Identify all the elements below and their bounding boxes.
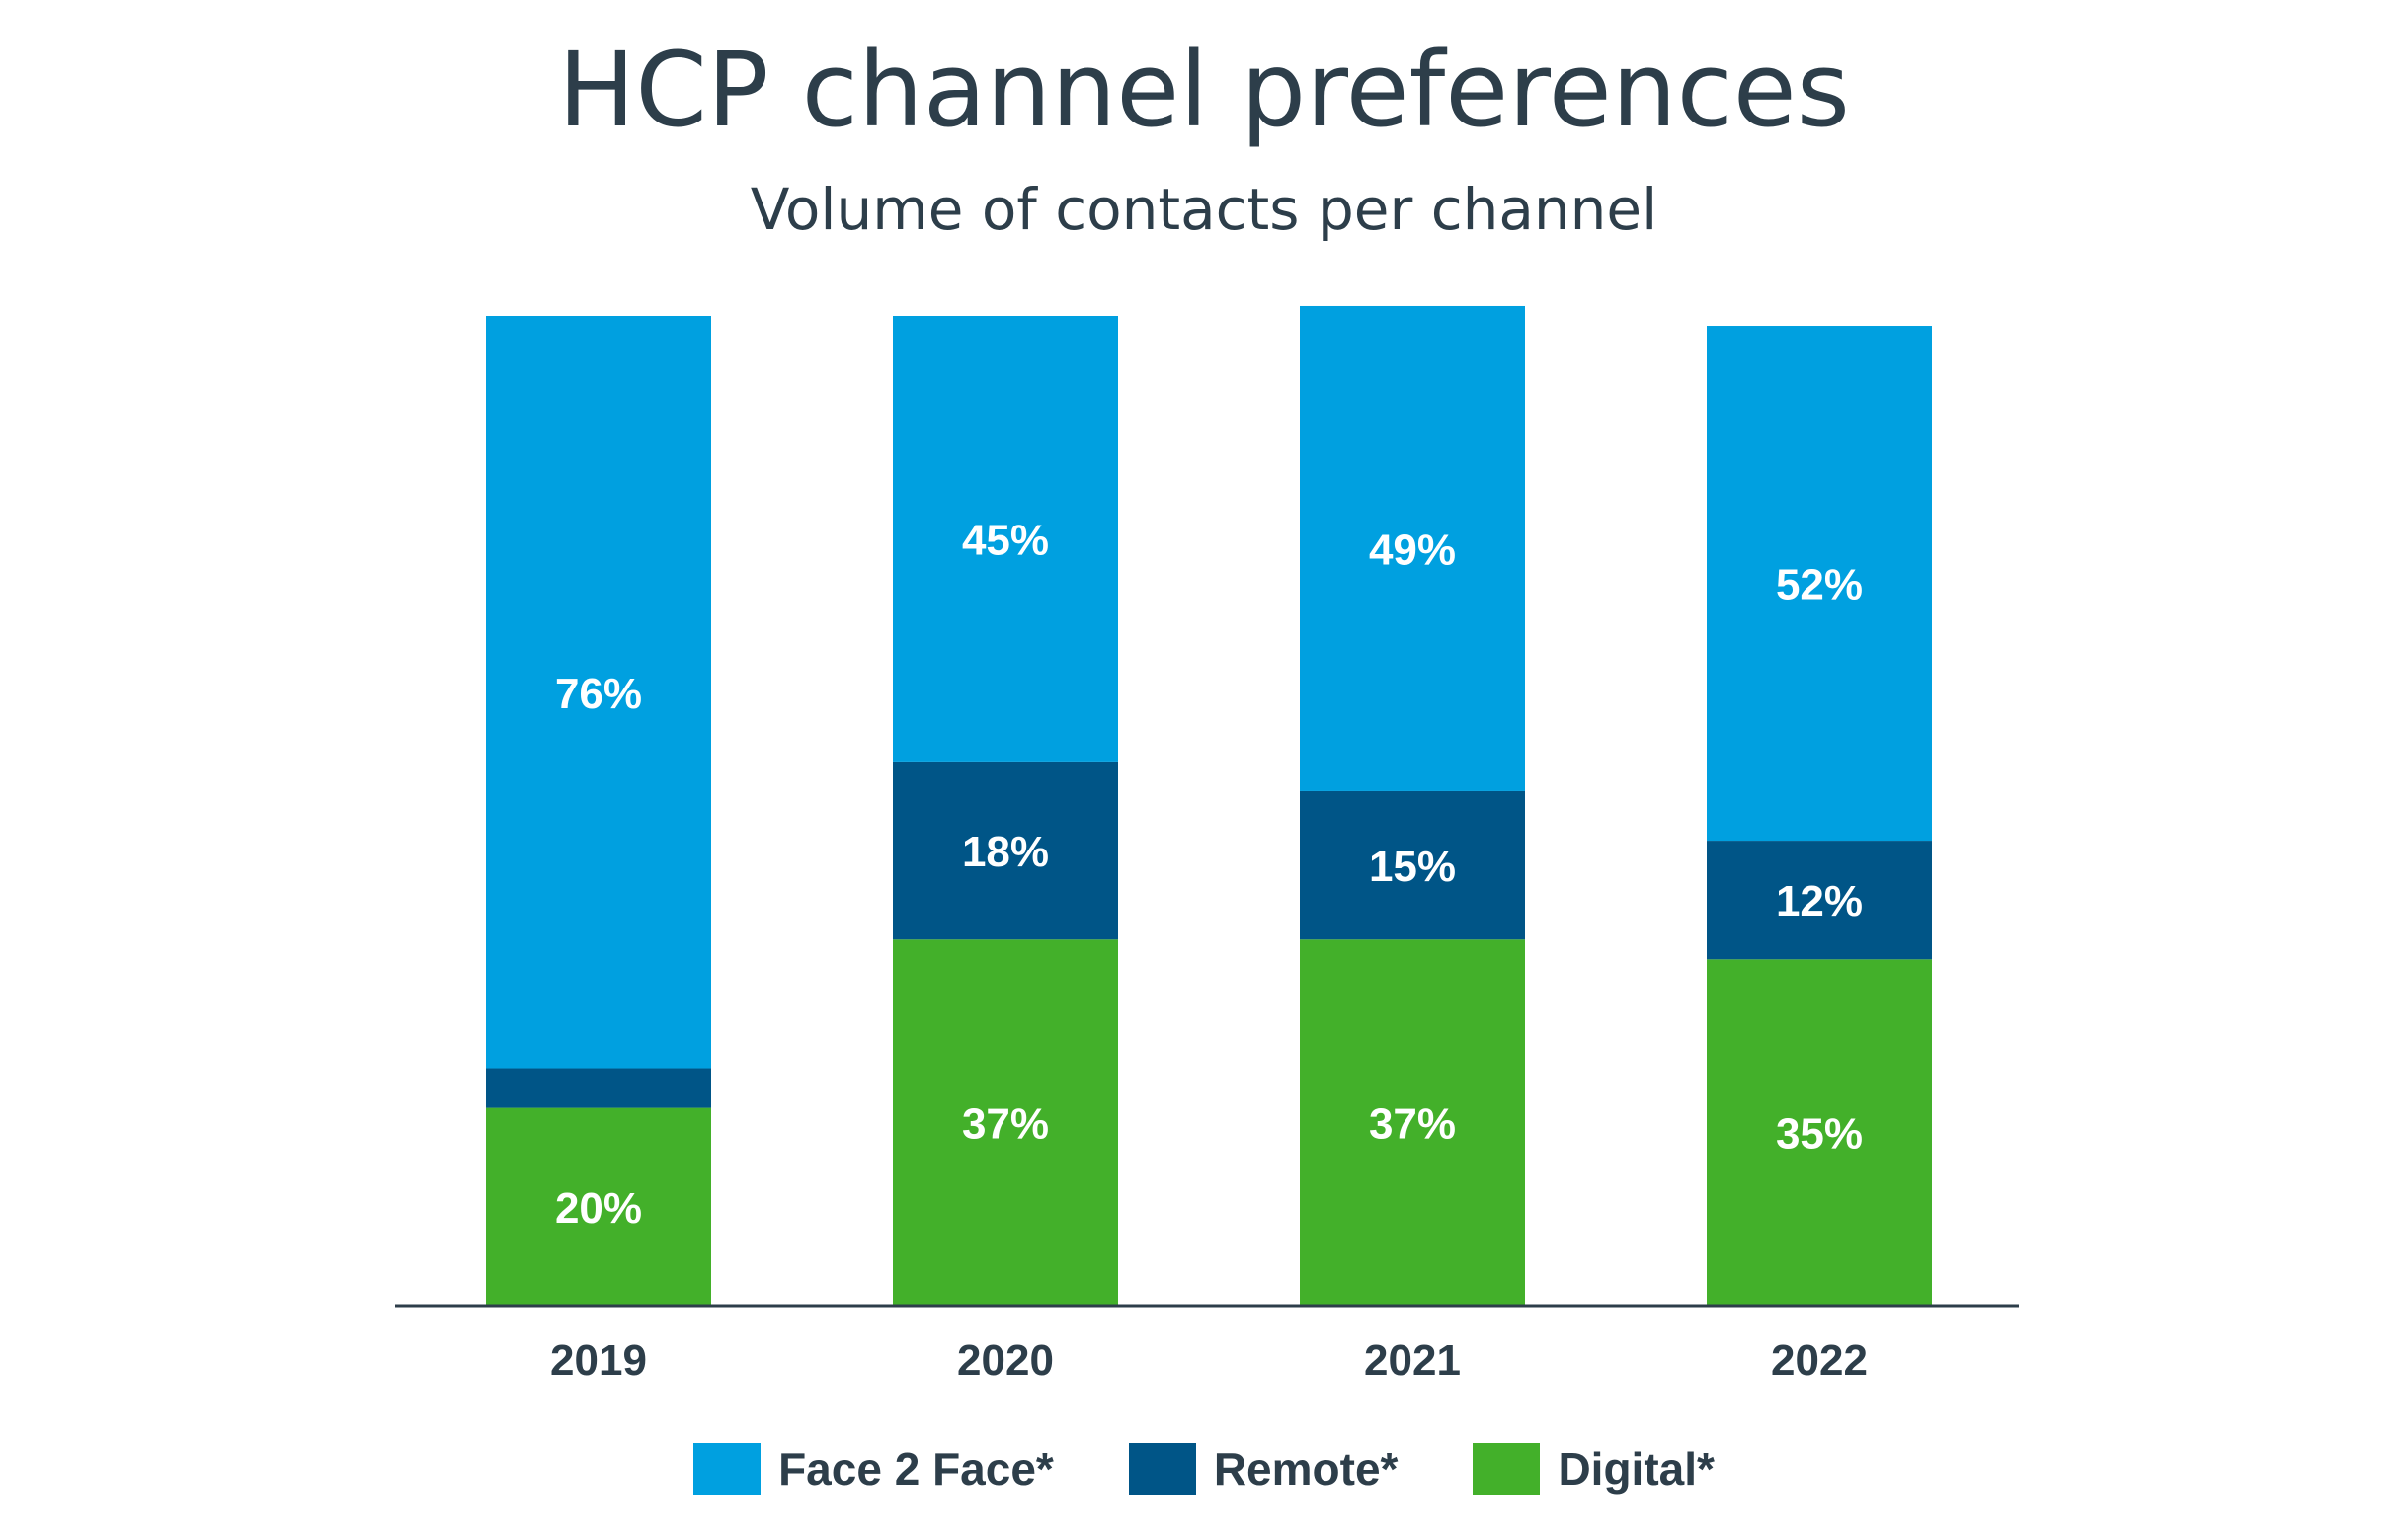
- data-label: 18%: [962, 828, 1049, 876]
- x-tick-label: 2022: [1771, 1336, 1868, 1385]
- bar-segment-2020-face-2-face-: [893, 316, 1118, 762]
- bar-segment-2021-face-2-face-: [1300, 305, 1525, 791]
- bar-segment-2022-digital-: [1707, 959, 1932, 1306]
- legend-label: Digital*: [1558, 1443, 1715, 1495]
- bar-segment-2021-remote-: [1300, 790, 1525, 940]
- legend-label: Face 2 Face*: [778, 1443, 1054, 1495]
- legend-swatch: [1473, 1443, 1541, 1495]
- x-tick-labels: 2019 2020 2021 2022: [550, 1336, 1868, 1385]
- bar-segment-2020-digital-: [893, 939, 1118, 1306]
- data-label: 12%: [1776, 877, 1863, 926]
- data-label: 20%: [555, 1184, 642, 1233]
- data-label: 52%: [1776, 561, 1863, 609]
- legend-item: Remote*: [1128, 1442, 1399, 1496]
- data-label: 45%: [962, 516, 1049, 564]
- data-label: 35%: [1776, 1110, 1863, 1159]
- data-labels-layer: 20% 76% 37% 18% 45% 37% 15% 49% 35% 12% 52%: [555, 516, 1863, 1232]
- x-tick-label: 2021: [1364, 1336, 1461, 1385]
- legend-item: Face 2 Face*: [693, 1442, 1054, 1496]
- bar-segment-2022-face-2-face-: [1707, 326, 1932, 842]
- data-label: 15%: [1369, 843, 1456, 891]
- bar-segment-2021-digital-: [1300, 939, 1525, 1306]
- bar-segment-2022-remote-: [1707, 841, 1932, 960]
- x-tick-label: 2019: [550, 1336, 647, 1385]
- bar-segment-2019-face-2-face-: [486, 316, 711, 1069]
- bar-segment-2019-remote-: [486, 1068, 711, 1108]
- bar-segment-2019-digital-: [486, 1107, 711, 1306]
- legend-item: Digital*: [1473, 1442, 1715, 1496]
- bar-segment-2020-remote-: [893, 761, 1118, 940]
- x-tick-label: 2020: [957, 1336, 1054, 1385]
- data-label: 37%: [962, 1100, 1049, 1149]
- data-label: 37%: [1369, 1100, 1456, 1149]
- legend-swatch: [1128, 1443, 1196, 1495]
- legend-label: Remote*: [1213, 1443, 1399, 1495]
- data-label: 76%: [555, 670, 642, 718]
- bars-layer: [486, 305, 1932, 1306]
- legend-swatch: [693, 1443, 762, 1495]
- chart-title: HCP channel preferences: [558, 30, 1850, 150]
- data-label: 49%: [1369, 526, 1456, 574]
- chart-subtitle: Volume of contacts per channel: [750, 176, 1658, 243]
- legend: Face 2 Face* Remote* Digital*: [0, 1442, 2408, 1496]
